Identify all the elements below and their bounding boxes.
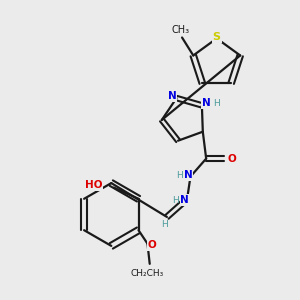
Text: N: N [181,195,189,205]
Text: N: N [168,91,176,101]
Text: H: H [172,196,179,205]
Text: CH₃: CH₃ [172,25,190,35]
Text: H: H [161,220,168,229]
Text: N: N [202,98,211,108]
Text: H: H [176,171,183,180]
Text: O: O [148,240,156,250]
Text: N: N [184,170,193,180]
Text: O: O [228,154,236,164]
Text: S: S [213,32,221,42]
Text: CH₂CH₃: CH₂CH₃ [131,269,164,278]
Text: H: H [213,99,220,108]
Text: HO: HO [85,180,103,190]
